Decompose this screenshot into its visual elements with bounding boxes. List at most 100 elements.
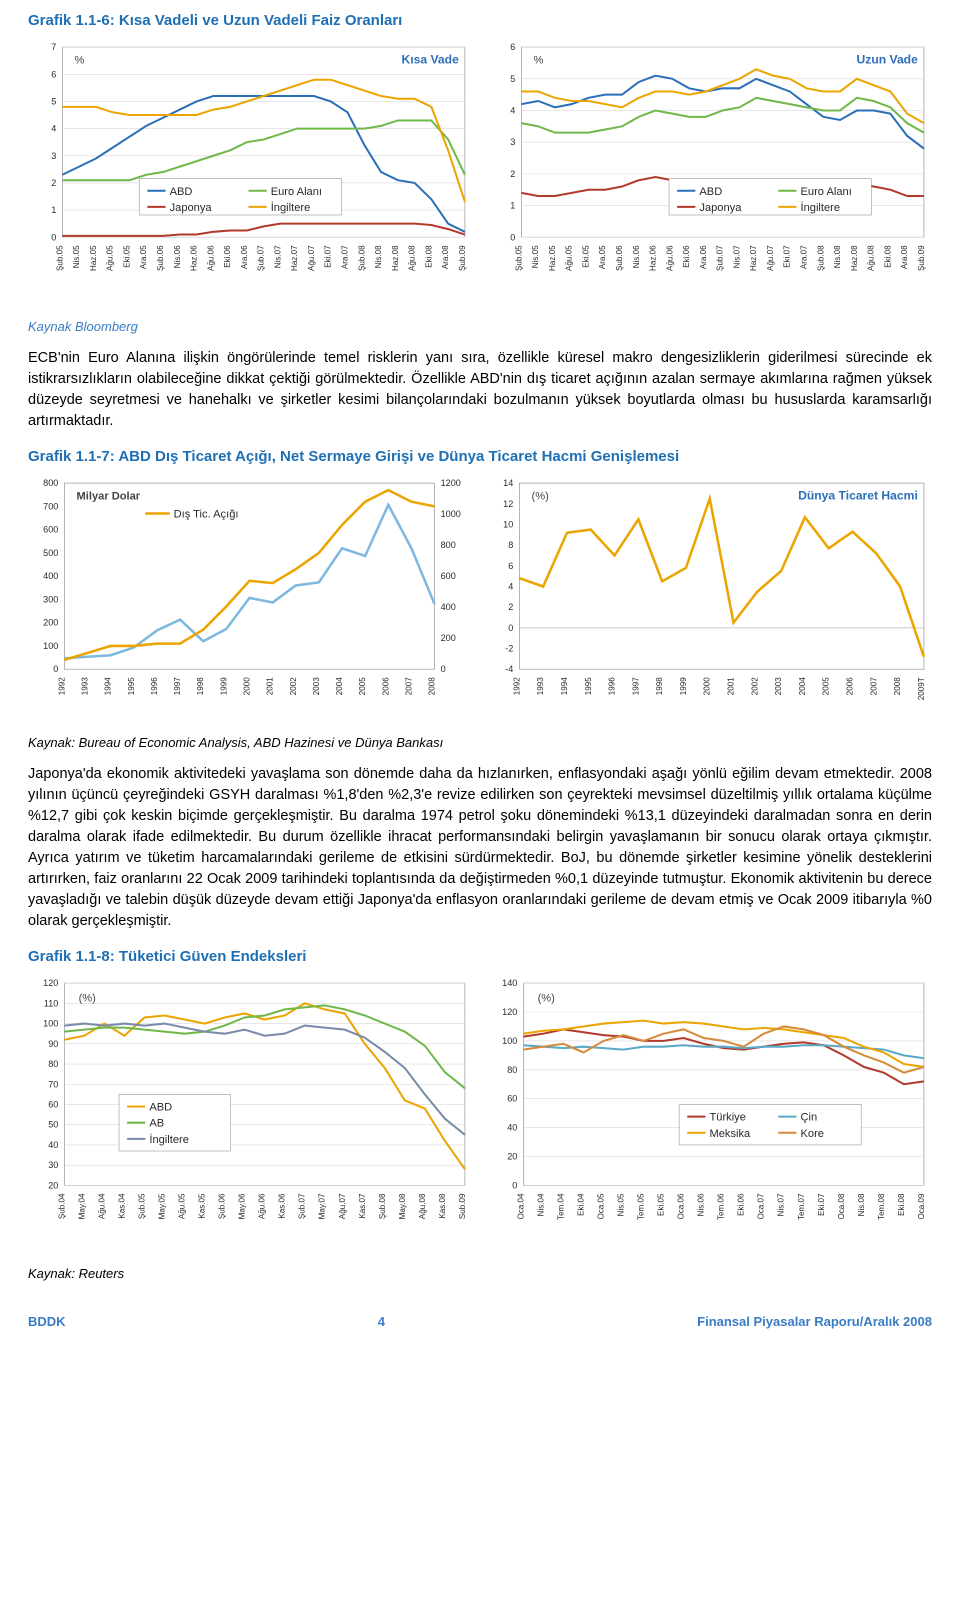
svg-text:Ağu.06: Ağu.06 (665, 245, 674, 271)
svg-text:2: 2 (510, 169, 515, 179)
svg-text:(%): (%) (532, 491, 550, 503)
svg-text:1992: 1992 (57, 677, 66, 695)
svg-text:Ağu.05: Ağu.05 (178, 1193, 187, 1219)
svg-text:Nis.08: Nis.08 (374, 245, 383, 268)
svg-text:Ara.07: Ara.07 (341, 245, 350, 269)
chart16-source: Kaynak Bloomberg (28, 318, 932, 336)
svg-text:Haz.08: Haz.08 (391, 245, 400, 271)
svg-text:1998: 1998 (655, 677, 664, 695)
svg-text:Eki.07: Eki.07 (817, 1193, 826, 1216)
svg-text:Şub.09: Şub.09 (917, 245, 926, 271)
svg-text:700: 700 (43, 502, 58, 512)
svg-text:6: 6 (510, 42, 515, 52)
svg-text:Ağu.04: Ağu.04 (97, 1193, 106, 1219)
svg-text:Eki.06: Eki.06 (223, 245, 232, 268)
svg-text:Ağu.06: Ağu.06 (206, 245, 215, 271)
svg-text:Milyar Dolar: Milyar Dolar (77, 491, 141, 503)
svg-text:Şub.06: Şub.06 (615, 245, 624, 271)
svg-text:2000: 2000 (242, 677, 251, 695)
svg-text:100: 100 (43, 641, 58, 651)
svg-text:120: 120 (43, 979, 58, 989)
svg-text:0: 0 (508, 623, 513, 633)
svg-text:400: 400 (43, 572, 58, 582)
chart18-row: 2030405060708090100110120Şub.04May.04Ağu… (28, 973, 932, 1256)
svg-text:Haz.06: Haz.06 (649, 245, 658, 271)
svg-text:Nis.08: Nis.08 (833, 245, 842, 268)
svg-text:Şub.05: Şub.05 (55, 245, 64, 271)
chart16-left-svg: 01234567Şub.05Nis.05Haz.05Ağu.05Eki.05Ar… (28, 37, 473, 310)
svg-text:Ara.08: Ara.08 (441, 245, 450, 269)
svg-text:2001: 2001 (266, 677, 275, 695)
chart16-right: 0123456Şub.05Nis.05Haz.05Ağu.05Eki.05Ara… (487, 37, 932, 310)
svg-text:Kas.06: Kas.06 (278, 1193, 287, 1219)
chart17-prefix: Grafik 1.1-7: (28, 448, 115, 465)
svg-text:7: 7 (51, 42, 56, 52)
svg-text:Kas.07: Kas.07 (358, 1193, 367, 1219)
svg-text:Ağu.05: Ağu.05 (565, 245, 574, 271)
svg-text:Japonya: Japonya (699, 202, 742, 214)
svg-text:Ağu.08: Ağu.08 (408, 245, 417, 271)
svg-text:0: 0 (51, 232, 56, 242)
svg-text:Eki.07: Eki.07 (324, 245, 333, 268)
svg-text:Ağu.08: Ağu.08 (418, 1193, 427, 1219)
footer-right: Finansal Piyasalar Raporu/Aralık 2008 (697, 1313, 932, 1331)
chart18-right: 020406080100120140Oca.04Nis.04Tem.04Eki.… (487, 973, 932, 1256)
chart18-name: Tüketici Güven Endeksleri (119, 948, 307, 965)
svg-text:200: 200 (441, 634, 456, 644)
svg-text:Eki.05: Eki.05 (122, 245, 131, 268)
svg-text:600: 600 (43, 525, 58, 535)
svg-text:1995: 1995 (127, 677, 136, 695)
svg-text:Eki.08: Eki.08 (897, 1193, 906, 1216)
svg-text:Şub.07: Şub.07 (298, 1193, 307, 1219)
chart18-source: Kaynak: Reuters (28, 1265, 932, 1283)
svg-text:Kas.08: Kas.08 (438, 1193, 447, 1219)
svg-text:Eki.06: Eki.06 (737, 1193, 746, 1216)
svg-text:Oca.04: Oca.04 (516, 1193, 525, 1220)
svg-text:Dünya Ticaret Hacmi: Dünya Ticaret Hacmi (798, 489, 918, 503)
svg-text:1000: 1000 (441, 509, 461, 519)
svg-text:Tem.06: Tem.06 (717, 1193, 726, 1220)
svg-text:Eki.04: Eki.04 (576, 1193, 585, 1216)
svg-text:800: 800 (441, 540, 456, 550)
svg-text:Şub.09: Şub.09 (458, 245, 467, 271)
svg-text:Ara.05: Ara.05 (598, 245, 607, 269)
svg-text:1: 1 (51, 205, 56, 215)
svg-text:Sub.09: Sub.09 (458, 1193, 467, 1219)
svg-text:Kısa Vade: Kısa Vade (402, 52, 460, 66)
svg-text:200: 200 (43, 618, 58, 628)
svg-text:0: 0 (512, 1181, 517, 1191)
svg-text:Nis.05: Nis.05 (531, 245, 540, 268)
svg-text:2007: 2007 (869, 677, 878, 695)
svg-text:2009T: 2009T (917, 678, 926, 701)
chart17-source: Kaynak: Bureau of Economic Analysis, ABD… (28, 734, 932, 752)
svg-text:İngiltere: İngiltere (149, 1133, 189, 1146)
svg-text:2001: 2001 (727, 677, 736, 695)
svg-text:Haz.07: Haz.07 (749, 245, 758, 271)
svg-text:Nis.05: Nis.05 (617, 1193, 626, 1216)
footer-page: 4 (378, 1313, 385, 1331)
svg-text:Şub.06: Şub.06 (156, 245, 165, 271)
chart17-left-svg: 0100200300400500600700800020040060080010… (28, 473, 473, 726)
svg-text:2008: 2008 (428, 677, 437, 695)
svg-text:20: 20 (48, 1181, 58, 1191)
svg-text:0: 0 (53, 665, 58, 675)
svg-text:Nis.06: Nis.06 (173, 245, 182, 268)
chart16-row: 01234567Şub.05Nis.05Haz.05Ağu.05Eki.05Ar… (28, 37, 932, 310)
chart18-right-svg: 020406080100120140Oca.04Nis.04Tem.04Eki.… (487, 973, 932, 1256)
svg-text:2006: 2006 (846, 677, 855, 695)
svg-text:Nis.08: Nis.08 (857, 1193, 866, 1216)
chart16-title: Grafik 1.1-6: Kısa Vadeli ve Uzun Vadeli… (28, 10, 932, 31)
svg-text:Eki.08: Eki.08 (883, 245, 892, 268)
svg-text:Nis.06: Nis.06 (697, 1193, 706, 1216)
svg-text:Şub.06: Şub.06 (218, 1193, 227, 1219)
svg-text:Oca.07: Oca.07 (757, 1193, 766, 1220)
svg-text:5: 5 (510, 74, 515, 84)
svg-text:2007: 2007 (404, 677, 413, 695)
chart17-title: Grafik 1.1-7: ABD Dış Ticaret Açığı, Net… (28, 446, 932, 467)
svg-text:Şub.08: Şub.08 (816, 245, 825, 271)
svg-text:Ara.05: Ara.05 (139, 245, 148, 269)
svg-text:40: 40 (507, 1123, 517, 1133)
chart17-right: -4-2024681012141992199319941995199619971… (487, 473, 932, 726)
svg-text:2: 2 (51, 178, 56, 188)
svg-text:Ara.08: Ara.08 (900, 245, 909, 269)
